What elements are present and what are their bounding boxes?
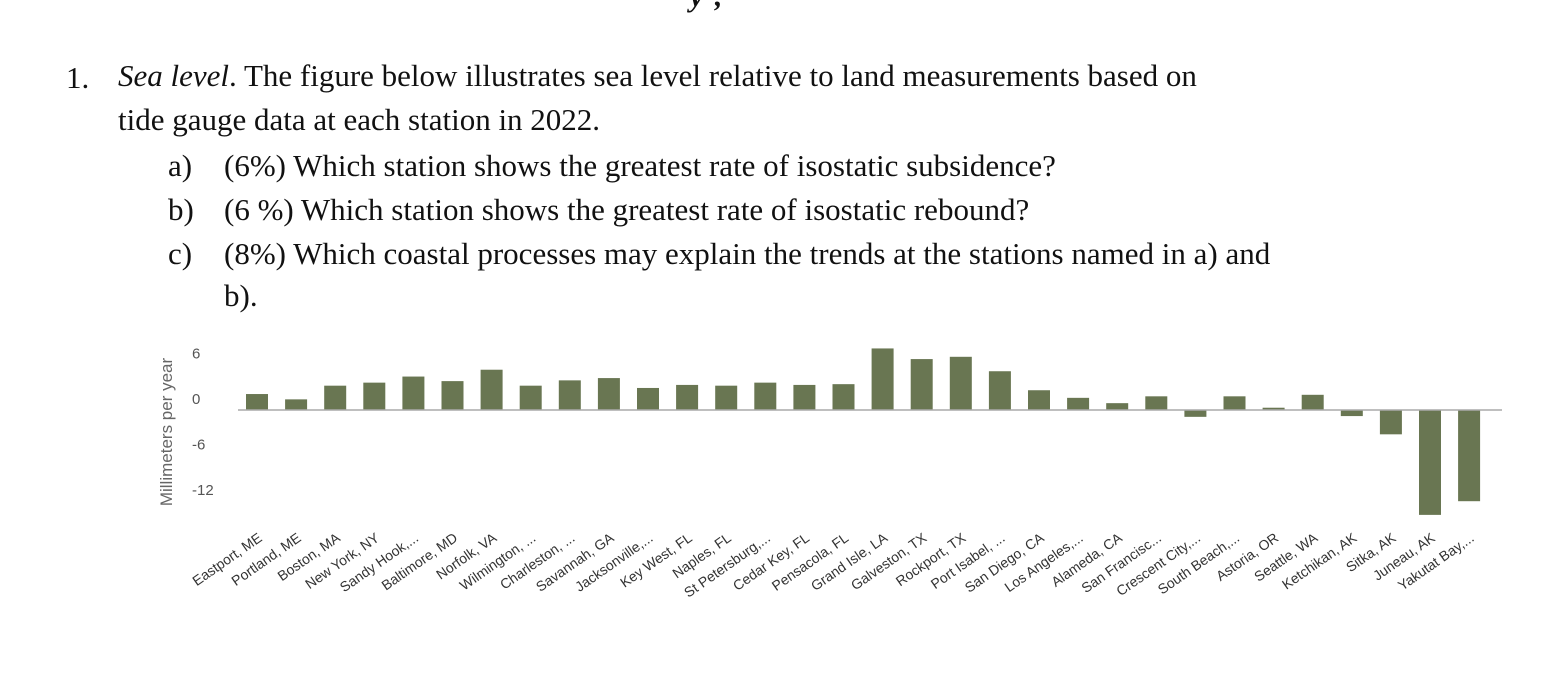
bar: [910, 359, 933, 410]
bar: [1301, 394, 1324, 410]
bar: [1106, 403, 1129, 410]
part-c-continuation: b).: [224, 278, 258, 313]
question-title: Sea level: [118, 58, 230, 93]
bar: [1145, 396, 1168, 410]
bar: [988, 371, 1011, 410]
question-intro-line2: tide gauge data at each station in 2022.: [118, 102, 601, 137]
question-intro-text: . The figure below illustrates sea level…: [229, 58, 1197, 93]
bar: [715, 385, 738, 410]
bar: [441, 381, 464, 410]
bar: [1419, 410, 1441, 515]
bar: [480, 369, 503, 410]
bar: [597, 378, 620, 410]
bar: [1458, 410, 1481, 502]
page-fragment-top: y ,: [690, 0, 724, 14]
bar: [871, 348, 894, 410]
bar: [832, 384, 855, 410]
bar: [402, 376, 425, 410]
y-tick-label: -12: [192, 482, 214, 499]
bar: [793, 384, 816, 410]
bar: [1379, 410, 1402, 435]
bar: [558, 380, 581, 410]
bar: [246, 394, 268, 410]
bar: [324, 385, 347, 410]
part-b-key: b): [168, 192, 194, 227]
bar: [949, 356, 972, 410]
bar: [676, 384, 699, 410]
bar: [1262, 407, 1285, 410]
part-c-text: (8%) Which coastal processes may explain…: [224, 236, 1271, 271]
question-intro-line1: Sea level. The figure below illustrates …: [118, 60, 1197, 91]
part-b-text: (6 %) Which station shows the greatest r…: [224, 192, 1030, 227]
y-tick-label: 0: [192, 391, 200, 408]
y-axis-label: Millimeters per year: [157, 358, 176, 507]
bar: [754, 382, 777, 410]
bar: [1340, 410, 1363, 417]
bar: [519, 385, 542, 410]
bar: [1028, 390, 1050, 410]
question-number: 1.: [66, 60, 90, 95]
bar: [1223, 396, 1246, 410]
bar: [1067, 397, 1090, 410]
bar: [363, 382, 386, 410]
part-a-key: a): [168, 148, 193, 183]
y-tick-label: -6: [192, 437, 205, 454]
part-c-key: c): [168, 236, 193, 271]
y-tick-label: 6: [192, 345, 200, 362]
bar: [637, 387, 659, 410]
bar: [285, 399, 308, 410]
bar: [1184, 410, 1207, 417]
part-a-text: (6%) Which station shows the greatest ra…: [224, 148, 1056, 183]
